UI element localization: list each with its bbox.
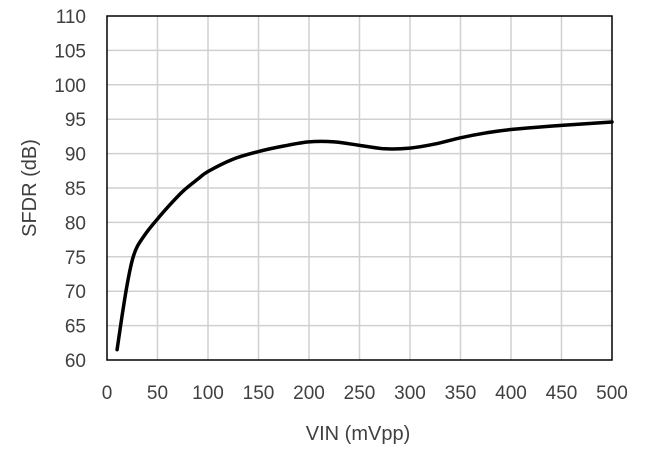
x-tick-label: 350 [445, 383, 477, 404]
y-tick-label: 70 [65, 282, 86, 303]
series-layer [115, 120, 614, 352]
y-tick-label: 80 [65, 213, 86, 234]
y-tick-label: 105 [54, 41, 86, 62]
x-tick-label: 100 [192, 383, 224, 404]
x-tick-label: 450 [546, 383, 578, 404]
y-tick-label: 60 [65, 351, 86, 372]
x-tick-label: 250 [344, 383, 376, 404]
grid [107, 16, 612, 360]
x-tick-label: 400 [495, 383, 527, 404]
axes [106, 15, 613, 361]
y-tick-label: 95 [65, 110, 86, 131]
y-axis-label: SFDR (dB) [19, 139, 41, 237]
y-tick-label: 90 [65, 145, 86, 166]
x-axis-label: VIN (mVpp) [306, 423, 410, 445]
x-tick-label: 500 [596, 383, 628, 404]
y-tick-label: 75 [65, 248, 86, 269]
y-tick-label: 85 [65, 179, 86, 200]
plot-frame [106, 15, 613, 361]
tick-labels: 0 50 100 150 200 250 300 350 400 450 500 60 65 70 75 80… [54, 7, 628, 404]
x-tick-label: 300 [394, 383, 426, 404]
x-tick-label: 150 [243, 383, 275, 404]
x-tick-label: 200 [293, 383, 325, 404]
y-tick-label: 65 [65, 317, 86, 338]
x-tick-label: 50 [147, 383, 168, 404]
series-line [115, 120, 614, 352]
x-tick-label: 0 [102, 383, 113, 404]
y-tick-label: 100 [54, 76, 86, 97]
y-tick-label: 110 [56, 7, 86, 28]
